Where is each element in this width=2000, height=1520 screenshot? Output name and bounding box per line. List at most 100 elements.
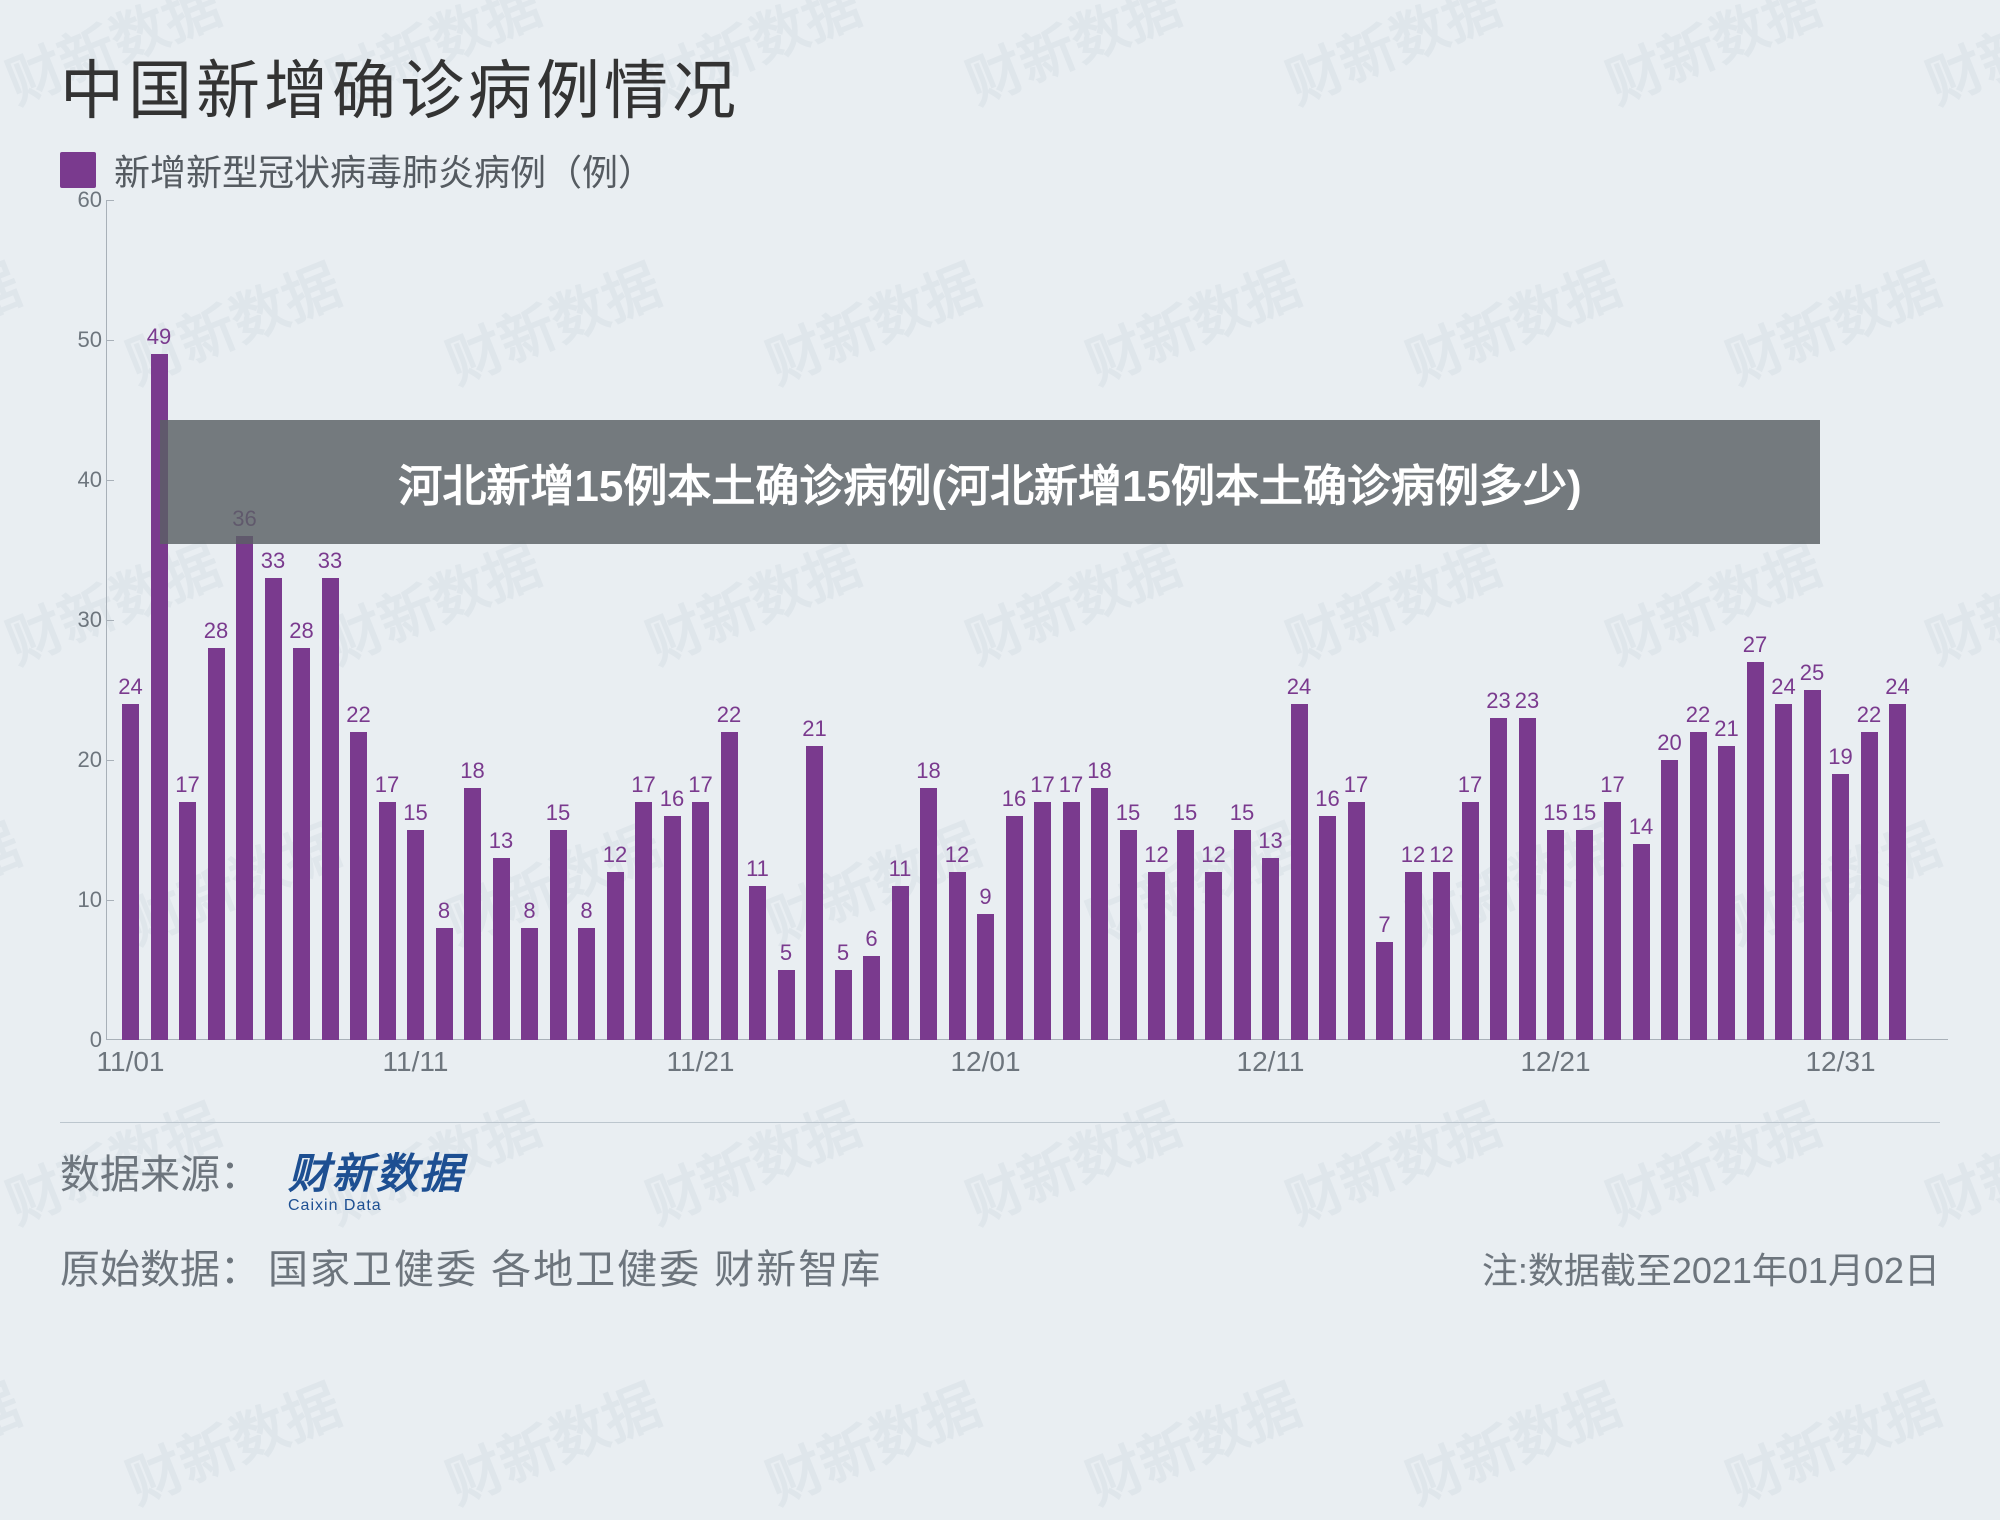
bar <box>1291 704 1308 1040</box>
bar <box>977 914 994 1040</box>
y-tick-label: 40 <box>68 467 102 493</box>
bar <box>1433 872 1450 1040</box>
bar <box>464 788 481 1040</box>
bar-value-label: 33 <box>318 548 342 574</box>
bar-value-label: 15 <box>403 800 427 826</box>
bar-value-label: 17 <box>175 772 199 798</box>
legend: 新增新型冠状病毒肺炎病例（例） <box>60 144 1940 196</box>
bar <box>293 648 310 1040</box>
bar-value-label: 15 <box>1230 800 1254 826</box>
bar <box>721 732 738 1040</box>
bar-value-label: 28 <box>204 618 228 644</box>
bar-value-label: 8 <box>580 898 592 924</box>
footer-note: 注:数据截至2021年01月02日 <box>1482 1242 1940 1294</box>
x-tick-label: 11/01 <box>97 1046 165 1078</box>
bar <box>1348 802 1365 1040</box>
bar-value-label: 25 <box>1800 660 1824 686</box>
bar-value-label: 18 <box>1087 758 1111 784</box>
bar-value-label: 7 <box>1378 912 1390 938</box>
bar <box>664 816 681 1040</box>
bar <box>1832 774 1849 1040</box>
y-tick-label: 20 <box>68 747 102 773</box>
bar-value-label: 49 <box>147 324 171 350</box>
bar <box>350 732 367 1040</box>
bar <box>949 872 966 1040</box>
bar <box>1262 858 1279 1040</box>
page-title: 中国新增确诊病例情况 <box>60 40 1940 132</box>
y-tick-mark <box>106 480 114 481</box>
bar <box>179 802 196 1040</box>
bar-value-label: 11 <box>889 856 912 882</box>
bar <box>493 858 510 1040</box>
bar-value-label: 11 <box>746 856 769 882</box>
bar-value-label: 12 <box>1429 842 1453 868</box>
x-tick-label: 12/31 <box>1805 1046 1875 1078</box>
bar <box>236 536 253 1040</box>
bar-value-label: 23 <box>1515 688 1539 714</box>
bar-value-label: 22 <box>1857 702 1881 728</box>
bar <box>835 970 852 1040</box>
bar <box>1405 872 1422 1040</box>
bar <box>1462 802 1479 1040</box>
bar <box>1889 704 1906 1040</box>
bar <box>208 648 225 1040</box>
bar-value-label: 21 <box>802 716 826 742</box>
bar <box>920 788 937 1040</box>
bar <box>1633 844 1650 1040</box>
bar-value-label: 17 <box>1600 772 1624 798</box>
bar <box>892 886 909 1040</box>
bar-value-label: 12 <box>1401 842 1425 868</box>
bar-chart: 0102030405060244917283633283322171581813… <box>68 200 1948 1070</box>
bar <box>521 928 538 1040</box>
bar-value-label: 17 <box>1458 772 1482 798</box>
bar <box>806 746 823 1040</box>
bar <box>1775 704 1792 1040</box>
bar <box>1034 802 1051 1040</box>
bar-value-label: 24 <box>1885 674 1909 700</box>
bar-value-label: 17 <box>1059 772 1083 798</box>
bar-value-label: 24 <box>1771 674 1795 700</box>
bar-value-label: 19 <box>1828 744 1852 770</box>
footer-source-row: 数据来源： 财新数据 Caixin Data <box>60 1142 1940 1215</box>
bar <box>749 886 766 1040</box>
bar-value-label: 17 <box>375 772 399 798</box>
bar <box>1319 816 1336 1040</box>
bar <box>635 802 652 1040</box>
bar-value-label: 15 <box>1543 800 1567 826</box>
bar <box>578 928 595 1040</box>
legend-label: 新增新型冠状病毒肺炎病例（例） <box>114 144 654 196</box>
bar-value-label: 12 <box>1144 842 1168 868</box>
footer: 数据来源： 财新数据 Caixin Data 原始数据： 国家卫健委 各地卫健委… <box>60 1120 1940 1295</box>
y-tick-mark <box>106 900 114 901</box>
x-tick-label: 12/11 <box>1237 1046 1305 1078</box>
bar <box>1091 788 1108 1040</box>
brand-sub: Caixin Data <box>288 1197 382 1215</box>
bar-value-label: 15 <box>1572 800 1596 826</box>
bar-value-label: 15 <box>1116 800 1140 826</box>
overlay-banner: 河北新增15例本土确诊病例(河北新增15例本土确诊病例多少) <box>160 420 1820 544</box>
bar-value-label: 28 <box>289 618 313 644</box>
bar <box>265 578 282 1040</box>
bar-value-label: 22 <box>717 702 741 728</box>
y-tick-mark <box>106 340 114 341</box>
bar <box>550 830 567 1040</box>
footer-raw-row: 原始数据： 国家卫健委 各地卫健委 财新智库 注:数据截至2021年01月02日 <box>60 1237 1940 1295</box>
bar <box>322 578 339 1040</box>
overlay-text: 河北新增15例本土确诊病例(河北新增15例本土确诊病例多少) <box>398 450 1581 514</box>
bar-value-label: 16 <box>660 786 684 812</box>
y-tick-label: 50 <box>68 327 102 353</box>
bar <box>1120 830 1137 1040</box>
y-tick-mark <box>106 200 114 201</box>
bar <box>1234 830 1251 1040</box>
bar <box>1148 872 1165 1040</box>
bar <box>1006 816 1023 1040</box>
bar <box>1690 732 1707 1040</box>
bar <box>1490 718 1507 1040</box>
raw-label: 原始数据： <box>60 1237 260 1295</box>
bar <box>1519 718 1536 1040</box>
bar <box>1861 732 1878 1040</box>
y-tick-label: 60 <box>68 187 102 213</box>
bar <box>1661 760 1678 1040</box>
bar-value-label: 20 <box>1657 730 1681 756</box>
y-tick-label: 10 <box>68 887 102 913</box>
